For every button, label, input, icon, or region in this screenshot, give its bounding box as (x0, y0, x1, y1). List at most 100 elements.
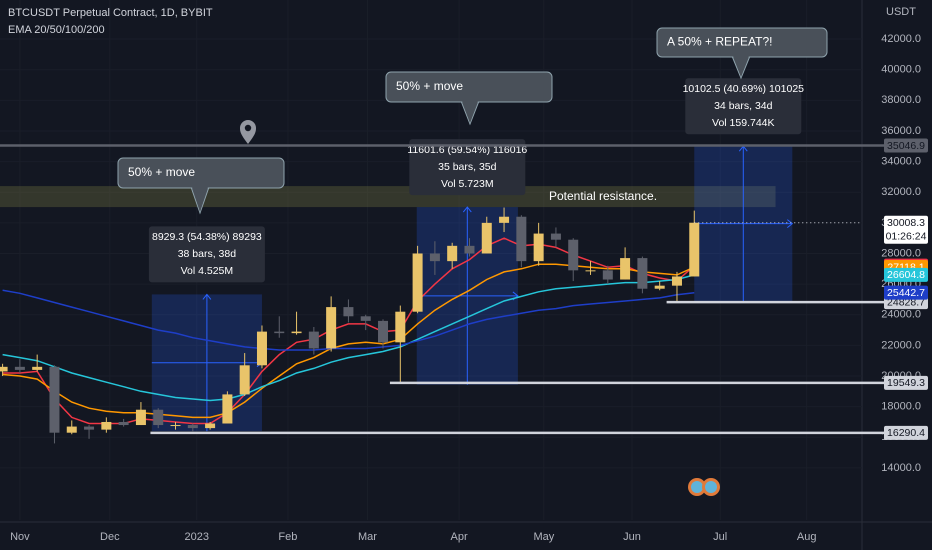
event-icons (688, 478, 720, 496)
y-tick-label: 36000.0 (881, 125, 921, 137)
level-label-box (884, 138, 928, 153)
y-tick-label: 32000.0 (881, 186, 921, 198)
ema-line (2, 263, 695, 419)
measure-arrowhead (202, 293, 212, 300)
candle-body (291, 331, 302, 334)
x-tick-label: Jun (623, 531, 641, 543)
x-tick-label: Nov (10, 531, 30, 543)
measure-text: Vol 159.744K (712, 117, 774, 129)
candle-body (585, 270, 596, 272)
candle-body (360, 316, 371, 321)
candle-body (689, 222, 700, 277)
measure-text: Vol 4.525M (181, 265, 234, 277)
y-tick-label: 28000.0 (881, 247, 921, 259)
measure-panel (409, 139, 526, 196)
measure-text: 10102.5 (40.69%) 101025 (683, 83, 805, 95)
ema-line (2, 289, 695, 351)
candle-body (412, 253, 423, 312)
callout-pointer-cover (192, 187, 208, 212)
measure-panel (148, 226, 265, 283)
measure-text: 8929.3 (54.38%) 89293 (152, 231, 262, 243)
last-price-box (884, 215, 928, 244)
y-tick-label: 24000.0 (881, 309, 921, 321)
candle-body (637, 258, 648, 289)
candle-body (378, 320, 389, 343)
y-tick-label: 42000.0 (881, 33, 921, 45)
candle-body (49, 366, 60, 433)
candle-body (308, 331, 319, 349)
candle-body (326, 307, 337, 349)
ema-label-box (884, 285, 928, 300)
x-tick-label: May (533, 531, 554, 543)
y-tick-label: 14000.0 (881, 462, 921, 474)
candle-body (516, 216, 527, 262)
pin-icon (240, 120, 256, 144)
level-label: 19549.3 (887, 377, 925, 389)
candle-body (135, 409, 146, 426)
x-tick-label: Mar (358, 531, 377, 543)
y-tick-label: 18000.0 (881, 401, 921, 413)
x-tick-label: 2023 (185, 531, 209, 543)
candle-body (32, 366, 43, 370)
candle-body (14, 366, 25, 370)
ema-label: 26604.8 (887, 269, 925, 281)
candle-body (499, 216, 510, 223)
measure-text: 38 bars, 38d (178, 248, 237, 260)
candle-body (153, 409, 164, 426)
candle-body (274, 331, 285, 334)
candle-body (0, 366, 8, 372)
candle-body (170, 425, 181, 427)
callout-text: 50% + move (128, 165, 195, 179)
y-tick-label: 40000.0 (881, 64, 921, 76)
candle-body (187, 425, 198, 429)
x-tick-label: Dec (100, 531, 120, 543)
candle-body (84, 426, 95, 430)
y-tick-label: 22000.0 (881, 339, 921, 351)
level-label-box (884, 425, 928, 440)
candle-body (602, 270, 613, 280)
candle-body (101, 421, 112, 430)
candle-body (222, 394, 233, 424)
callout-text: A 50% + REPEAT?! (667, 35, 773, 49)
y-tick-label: 34000.0 (881, 155, 921, 167)
measure-text: 35 bars, 35d (438, 161, 497, 173)
ema-label: 25442.7 (887, 287, 925, 299)
candle-body (256, 331, 267, 366)
candle-body (550, 233, 561, 240)
candle-body (343, 307, 354, 317)
candle-body (205, 423, 216, 429)
candle-body (464, 245, 475, 254)
resistance-label: Potential resistance. (549, 189, 657, 203)
candle-body (239, 365, 250, 395)
candle-body (66, 426, 77, 433)
countdown-label: 01:26:24 (886, 231, 927, 243)
candle-body (533, 233, 544, 262)
callout-pointer-cover (733, 56, 749, 77)
candle-body (654, 285, 665, 289)
x-tick-label: Feb (278, 531, 297, 543)
candle-body (447, 245, 458, 262)
level-label: 16290.4 (887, 427, 925, 439)
measure-panel (685, 78, 802, 135)
measure-text: 34 bars, 34d (714, 100, 773, 112)
candle-body (568, 239, 579, 271)
indicator-label: EMA 20/50/100/200 (8, 24, 105, 36)
callout-text: 50% + move (396, 79, 463, 93)
callout-pointer-cover (462, 101, 478, 123)
candle-body (671, 276, 682, 286)
measure-text: Vol 5.723M (441, 178, 494, 190)
level-label-box (884, 375, 928, 390)
y-tick-label: 38000.0 (881, 94, 921, 106)
ema-label-box (884, 267, 928, 282)
candle-body (481, 222, 492, 254)
candle-body (620, 258, 631, 280)
chart-title: BTCUSDT Perpetual Contract, 1D, BYBIT (8, 7, 213, 19)
candle-body (118, 421, 129, 426)
last-price-label: 30008.3 (887, 217, 925, 229)
candle-body (429, 253, 440, 262)
x-tick-label: Aug (797, 531, 817, 543)
measure-arrowhead (462, 206, 472, 213)
level-label: 35046.9 (887, 140, 925, 152)
